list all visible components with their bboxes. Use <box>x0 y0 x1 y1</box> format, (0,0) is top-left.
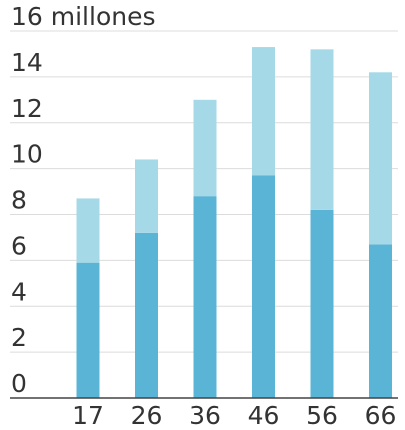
y-tick-label: 4 <box>11 277 27 306</box>
x-category-label: 36 <box>189 401 221 430</box>
bar-segment-upper <box>76 198 100 263</box>
y-tick-label: 14 <box>11 48 43 77</box>
x-axis-category-labels: 17 26 36 46 56 66 <box>72 401 396 430</box>
x-category-label: 56 <box>306 401 338 430</box>
x-category-label: 17 <box>72 401 104 430</box>
bar-segment-lower <box>310 209 334 398</box>
bar-segment-lower <box>252 175 275 398</box>
y-tick-label: 6 <box>11 231 27 260</box>
bar-segment-upper <box>193 99 217 197</box>
bar-segment-lower <box>76 262 100 398</box>
bar-segment-upper <box>252 47 275 176</box>
bar-segment-lower <box>193 196 217 398</box>
bar-segment-upper <box>135 159 158 233</box>
x-category-label: 66 <box>365 401 397 430</box>
y-tick-label: 16 millones <box>11 2 156 31</box>
y-tick-label: 8 <box>11 186 27 215</box>
x-category-label: 26 <box>131 401 163 430</box>
bar-segment-upper <box>369 72 392 245</box>
y-tick-label: 10 <box>11 140 43 169</box>
y-tick-label: 2 <box>11 323 27 352</box>
x-category-label: 46 <box>248 401 280 430</box>
bar-segment-lower <box>369 244 392 398</box>
bars <box>76 47 392 398</box>
y-tick-label: 12 <box>11 94 43 123</box>
bar-segment-upper <box>310 49 334 210</box>
y-axis-tick-labels: 16 millones 14 12 10 8 6 4 2 0 <box>11 2 156 398</box>
y-tick-label: 0 <box>11 369 27 398</box>
bar-segment-lower <box>135 232 158 398</box>
